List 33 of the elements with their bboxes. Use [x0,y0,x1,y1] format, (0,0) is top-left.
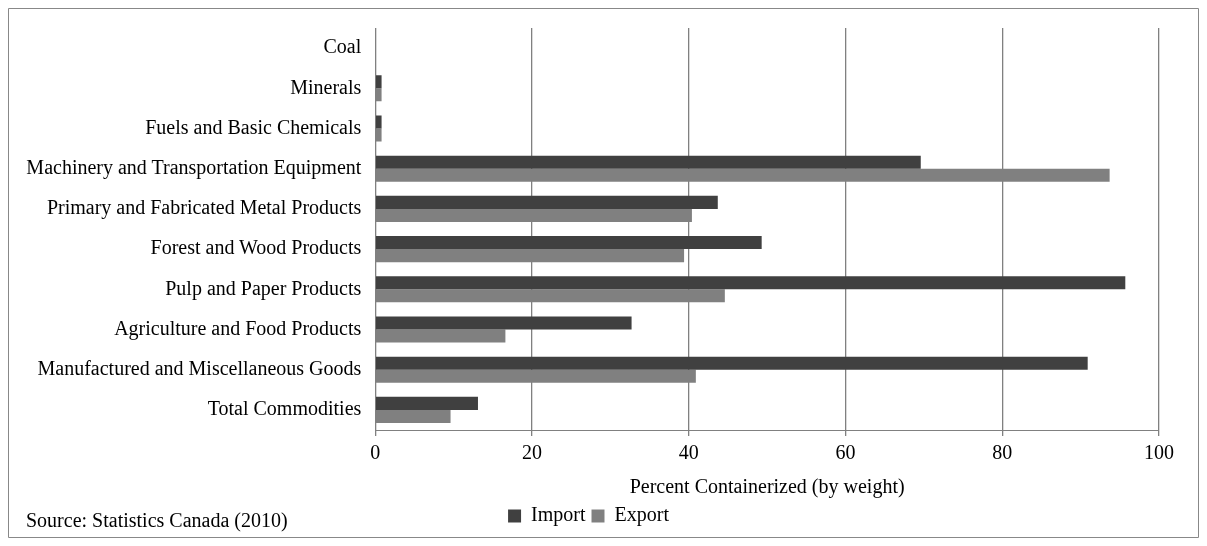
legend-label: Export [614,503,670,527]
x-tick-label: 20 [522,441,543,464]
bar [375,88,382,102]
y-tick-label: Pulp and Paper Products [165,276,362,300]
y-tick-label: Fuels and Basic Chemicals [145,115,362,138]
x-tick-label: 60 [835,441,856,464]
bar [375,75,382,89]
x-tick-label: 40 [678,441,699,464]
x-axis-title: Percent Containerized (by weight) [629,475,905,499]
y-tick-label: Agriculture and Food Products [114,316,362,340]
legend-label: Import [531,503,586,527]
bar [375,115,382,129]
bar [375,409,451,423]
y-tick-label: Primary and Fabricated Metal Products [46,196,362,220]
y-tick-label: Manufactured and Miscellaneous Goods [37,356,362,379]
y-tick-label: Minerals [290,75,362,98]
bar [375,236,762,250]
y-tick-label: Machinery and Transportation Equipment [26,155,362,179]
bar [375,316,632,330]
bar [375,195,718,209]
bar [375,276,1126,290]
x-tick-label: 0 [370,441,381,464]
source-note: Source: Statistics Canada (2010) [26,509,288,533]
bar [375,329,506,343]
y-tick-label: Forest and Wood Products [150,236,362,259]
bar [375,128,382,142]
bar [375,356,1088,370]
y-tick-label: Total Commodities [207,397,362,420]
bar [375,396,478,410]
x-tick-label: 100 [1144,441,1174,464]
x-tick-label: 80 [992,441,1013,464]
y-tick-label: Coal [323,35,362,58]
bar [375,155,921,169]
